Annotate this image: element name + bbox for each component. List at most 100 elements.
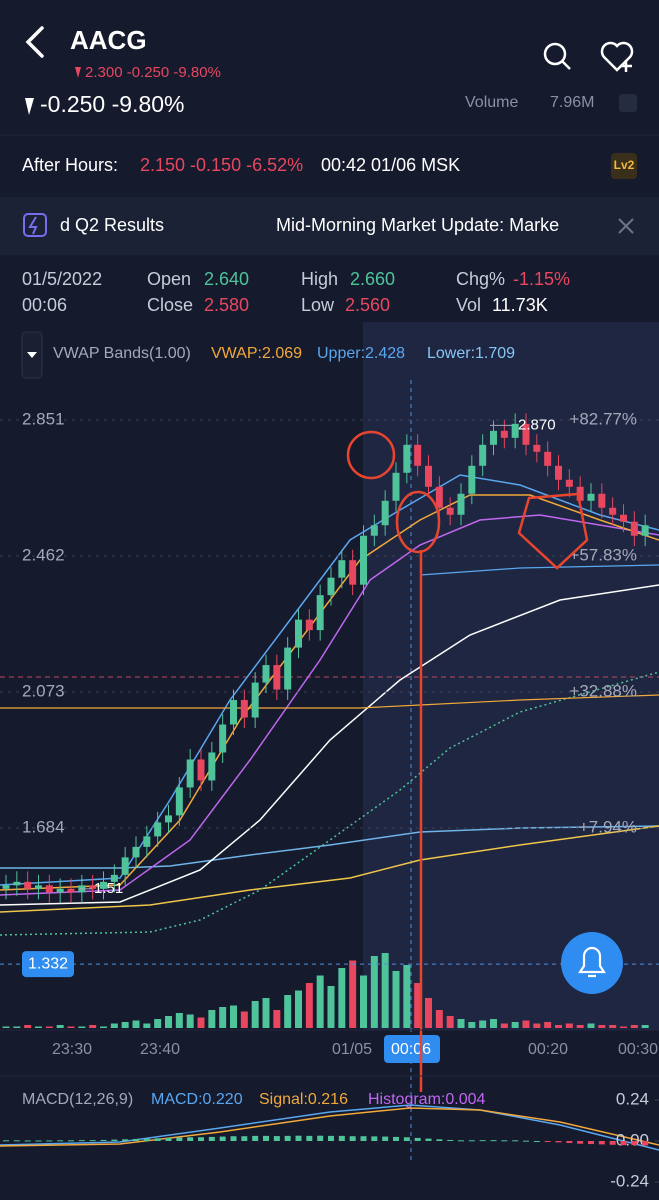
back-button[interactable]	[25, 26, 44, 58]
volume-bar	[197, 1017, 205, 1028]
volume-bar	[240, 1011, 248, 1028]
lv2-text: Lv2	[614, 158, 635, 172]
macd-value: MACD:0.220	[151, 1091, 243, 1108]
candle-body	[620, 514, 627, 522]
stat-value: 2.640	[204, 269, 249, 289]
candle-body	[2, 885, 10, 889]
macd-tick-label: 0.24	[616, 1089, 649, 1108]
histogram-bar	[371, 1136, 378, 1141]
candle-body	[468, 465, 476, 494]
indicator-lower: Lower:1.709	[427, 345, 515, 362]
volume-bar	[273, 1010, 281, 1028]
candle-body	[609, 507, 617, 515]
vwap-line	[0, 825, 659, 913]
histogram-bar	[382, 1136, 389, 1141]
volume-bar	[45, 1026, 53, 1028]
histogram-bar	[588, 1141, 594, 1145]
histogram-bar	[198, 1137, 204, 1141]
histogram-bar	[143, 1138, 150, 1141]
volume-bar	[565, 1023, 573, 1028]
news-close[interactable]	[618, 218, 634, 234]
pct-tick-label: +7.94%	[579, 817, 637, 836]
alert-button[interactable]	[561, 932, 623, 994]
histogram-bar	[68, 1140, 74, 1142]
volume-bar	[555, 1025, 562, 1028]
histogram-bar	[219, 1136, 226, 1141]
volume-bar	[500, 1023, 508, 1028]
candle-body	[490, 430, 497, 445]
histogram-value: Histogram:0.004	[368, 1091, 485, 1108]
candle-body	[349, 560, 357, 585]
candle-body	[67, 888, 75, 893]
candle-body	[555, 465, 562, 480]
stat-value: -1.15%	[513, 269, 570, 289]
candle-body	[110, 874, 118, 882]
candle-body	[143, 836, 151, 847]
volume-bar	[295, 990, 302, 1028]
volume-bar	[2, 1026, 10, 1028]
stat-value: 2.580	[204, 295, 249, 315]
down-arrow	[75, 67, 81, 78]
volume-bar	[186, 1014, 194, 1028]
candle-body	[425, 465, 432, 487]
indicator-vwap: VWAP:2.069	[211, 345, 302, 362]
volume-bar	[327, 986, 335, 1028]
histogram-bar	[133, 1138, 139, 1141]
candle-body	[381, 500, 389, 526]
histogram-bar	[100, 1139, 107, 1141]
pct-tick-label: +82.77%	[569, 409, 637, 428]
histogram-bar	[13, 1140, 20, 1142]
histogram-bar	[176, 1137, 183, 1141]
candle-body	[56, 888, 64, 893]
candle-body	[295, 619, 302, 648]
volume-bar	[154, 1019, 162, 1028]
histogram-bar	[425, 1138, 432, 1141]
histogram-bar	[501, 1140, 508, 1142]
histogram-bar	[393, 1136, 399, 1141]
candle-body	[392, 472, 400, 501]
news-item[interactable]: d Q2 Results	[60, 215, 164, 235]
candle-body	[262, 665, 270, 683]
candle-body	[500, 430, 508, 438]
candle-body	[35, 885, 42, 889]
histogram-bar	[35, 1140, 42, 1142]
after-hours-quote: 2.150 -0.150 -6.52%	[140, 155, 303, 175]
histogram-bar	[24, 1140, 31, 1142]
candle-body	[511, 423, 519, 438]
volume-bar	[457, 1019, 465, 1028]
lv2-badge[interactable]	[611, 153, 637, 179]
candle-body	[284, 647, 292, 690]
news-icon-bolt	[28, 216, 38, 235]
histogram-bar	[468, 1140, 475, 1142]
histogram-bar	[306, 1135, 313, 1141]
annotation-circle	[346, 430, 396, 480]
volume-bar	[620, 1026, 627, 1028]
macd-tick-label: -0.24	[610, 1171, 649, 1190]
volume-bar	[284, 995, 292, 1028]
histogram-bar	[566, 1141, 573, 1144]
candle-body	[598, 493, 606, 508]
moving-average	[0, 514, 659, 896]
news-item[interactable]: Mid-Morning Market Update: Marke	[276, 215, 559, 235]
watchlist-button[interactable]	[600, 41, 634, 72]
high-marker: 2.870	[518, 416, 556, 433]
y-tick-label: 2.073	[22, 681, 65, 700]
vwap-upper-band	[419, 564, 659, 576]
volume-bar	[67, 1026, 75, 1028]
candle-body	[186, 759, 194, 788]
volume-bar	[403, 965, 411, 1028]
histogram-bar	[479, 1140, 486, 1142]
histogram-bar	[111, 1139, 118, 1141]
volume-bar	[100, 1026, 107, 1028]
candle-body	[641, 525, 649, 536]
volume-bar	[360, 975, 367, 1028]
macd-tick-label: 0.00	[616, 1130, 649, 1149]
candle-body	[630, 521, 638, 536]
stat-value: 2.660	[350, 269, 395, 289]
candle-body	[414, 444, 422, 466]
search-button[interactable]	[543, 42, 571, 70]
toggle[interactable]	[619, 94, 637, 112]
histogram-bar	[284, 1135, 291, 1141]
